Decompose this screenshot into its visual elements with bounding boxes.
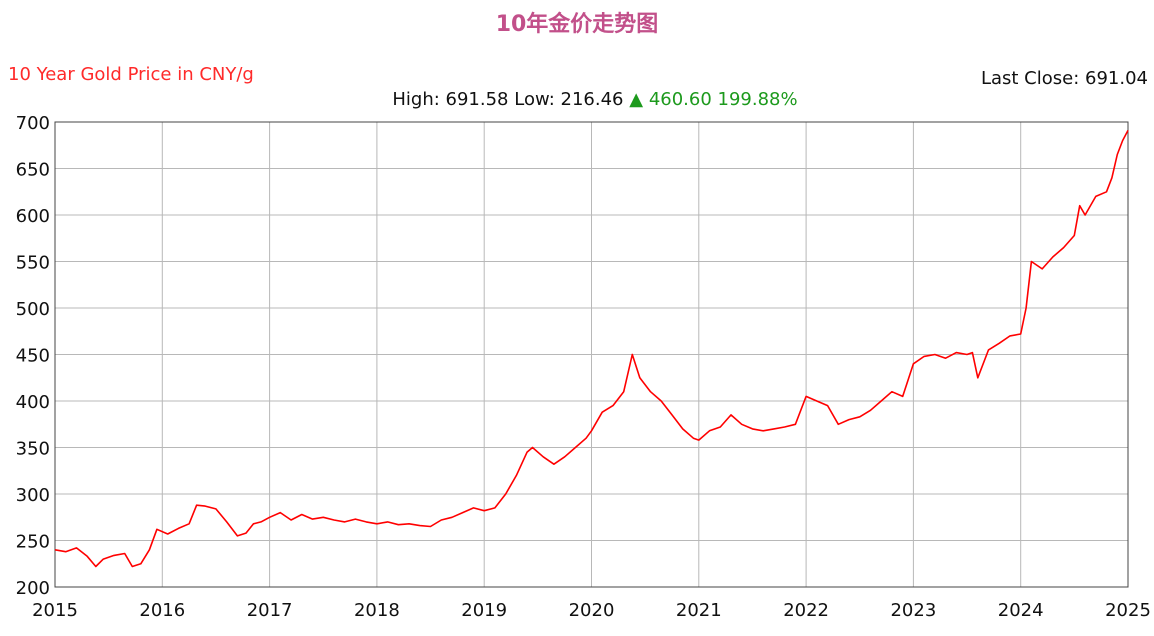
y-tick-label: 700 <box>16 113 50 134</box>
x-tick-label: 2023 <box>890 600 936 621</box>
x-axis-ticks: 2015 2016 2017 2018 2019 2020 2021 2022 2023 2024… <box>32 600 1151 621</box>
y-tick-label: 350 <box>16 439 50 460</box>
x-tick-label: 2017 <box>247 600 293 621</box>
plot-frame <box>54 121 1129 588</box>
y-tick-label: 450 <box>16 346 50 367</box>
x-tick-label: 2019 <box>461 600 507 621</box>
price-stats: High: 691.58 Low: 216.46 ▲ 460.60 199.88… <box>0 89 1154 110</box>
high-value: 691.58 <box>445 89 509 110</box>
high-label: High: <box>392 89 440 110</box>
y-tick-label: 550 <box>16 253 50 274</box>
series-line-gold-price <box>54 130 1129 568</box>
change-percent: 199.88% <box>717 89 798 110</box>
y-tick-label: 400 <box>16 392 50 413</box>
last-close-value: 691.04 <box>1085 68 1148 89</box>
series-layer <box>54 130 1129 568</box>
chart-title: 10年金价走势图 <box>495 12 659 37</box>
x-tick-label: 2016 <box>139 600 185 621</box>
last-close-label: Last Close: <box>980 68 1080 89</box>
y-tick-label: 250 <box>16 532 50 553</box>
last-close: Last Close: 691.04 <box>981 68 1148 89</box>
y-axis-ticks: 200 250 300 350 400 450 500 550 600 650 700 <box>16 113 50 599</box>
x-tick-label: 2015 <box>32 600 78 621</box>
change-absolute: 460.60 <box>648 89 712 110</box>
y-tick-label: 650 <box>16 160 50 181</box>
change-arrow-icon: ▲ <box>629 89 644 110</box>
y-tick-label: 500 <box>16 299 50 320</box>
y-tick-label: 300 <box>16 485 50 506</box>
low-value: 216.46 <box>560 89 624 110</box>
x-tick-label: 2020 <box>569 600 615 621</box>
y-tick-label: 200 <box>16 578 50 599</box>
x-tick-label: 2021 <box>676 600 722 621</box>
x-tick-label: 2025 <box>1105 600 1151 621</box>
x-tick-label: 2024 <box>998 600 1044 621</box>
y-tick-label: 600 <box>16 206 50 227</box>
low-label: Low: <box>514 89 555 110</box>
chart-subtitle: 10 Year Gold Price in CNY/g <box>8 64 254 85</box>
x-tick-label: 2022 <box>783 600 829 621</box>
x-tick-label: 2018 <box>354 600 400 621</box>
